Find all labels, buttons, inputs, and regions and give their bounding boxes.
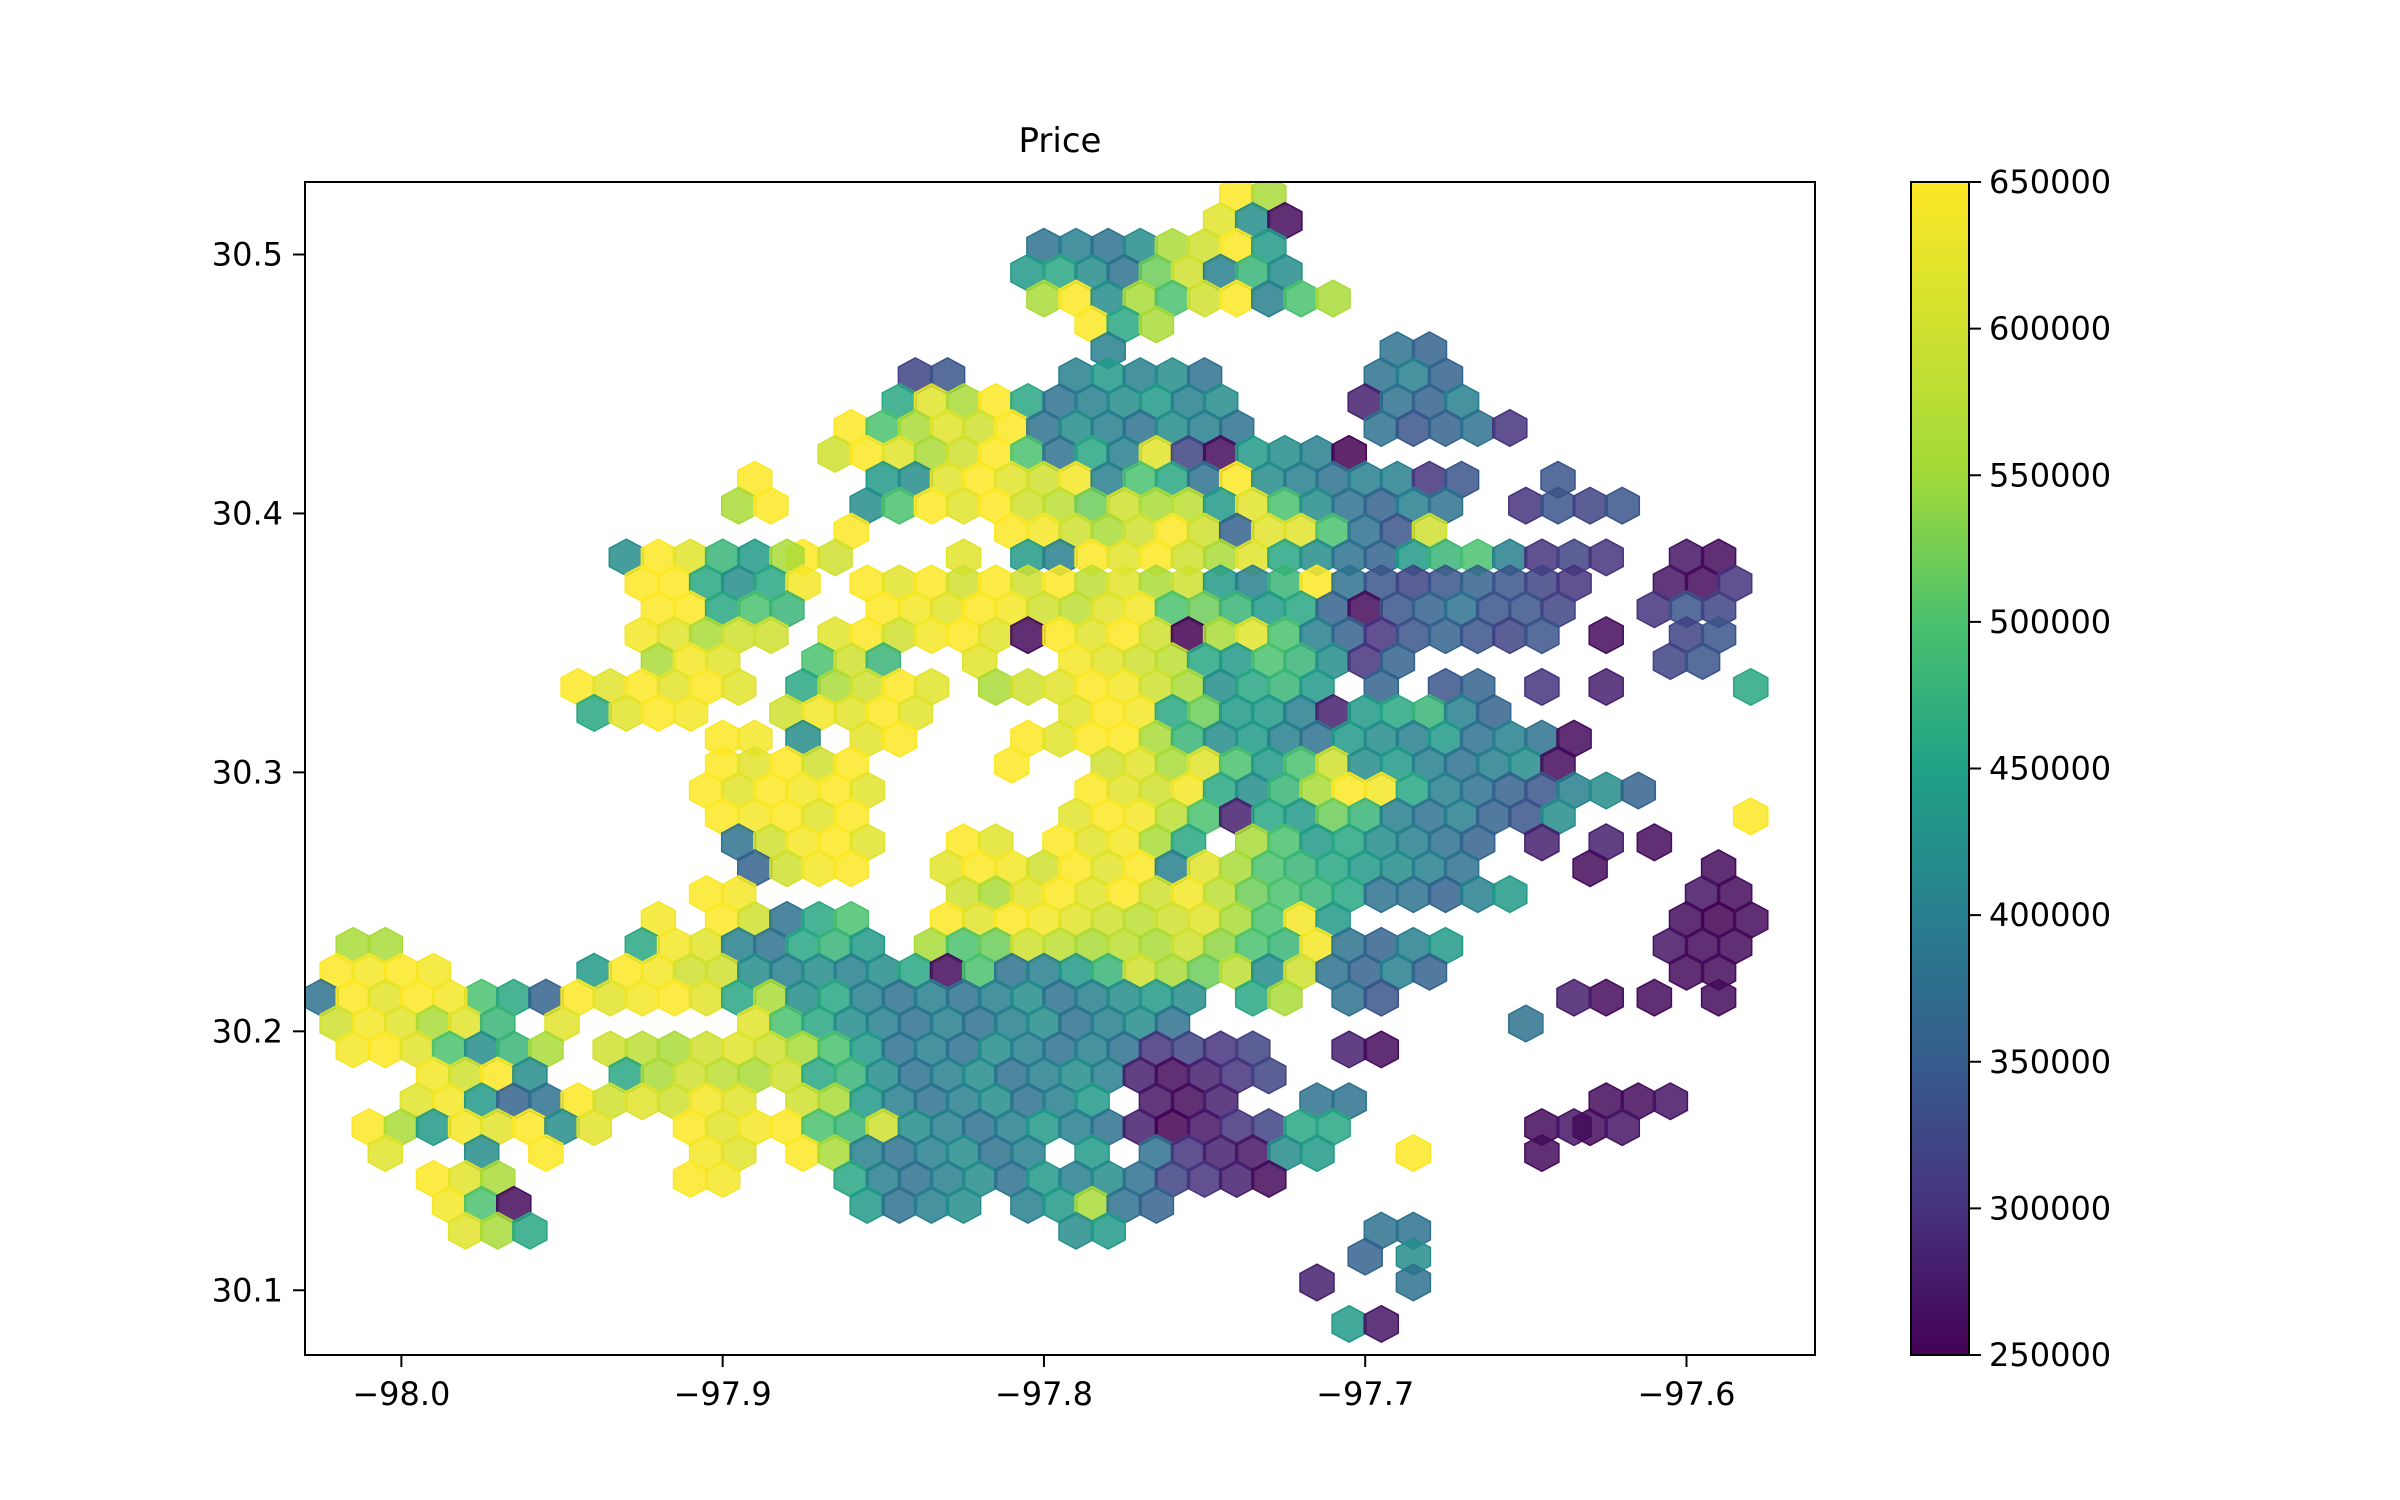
colorbar: [1910, 181, 1970, 1356]
hexbin-cell: [1572, 849, 1608, 888]
hexbin-cell: [1299, 1263, 1335, 1302]
y-tick-label: 30.5: [212, 236, 283, 274]
hexbin-cell: [1395, 1133, 1432, 1173]
hexbin-cell: [367, 1133, 404, 1173]
hexbin-cell: [1524, 667, 1560, 707]
hexbin-cell: [1588, 616, 1624, 655]
x-axis: −98.0 −97.9 −97.8 −97.7 −97.6: [352, 1355, 1736, 1413]
x-tick-label: −97.8: [995, 1375, 1093, 1413]
hexbin-cell: [1395, 1263, 1432, 1302]
hexbin-cell: [1492, 408, 1528, 448]
y-tick-label: 30.3: [212, 753, 283, 791]
colorbar-tick-label: 450000: [1989, 750, 2111, 788]
chart-title: Price: [1019, 121, 1102, 161]
hexbin-cell: [1732, 667, 1769, 707]
hexbin-cell: [1251, 1159, 1287, 1199]
y-axis: 30.1 30.2 30.3 30.4 30.5: [212, 236, 305, 1309]
x-tick-label: −97.9: [674, 1375, 772, 1413]
hexbin-cell: [1572, 486, 1608, 525]
colorbar-tick-label: 550000: [1989, 456, 2111, 494]
hexbin-cell: [1315, 279, 1351, 318]
hexbin-cell: [817, 538, 853, 577]
hexbin-cell: [945, 1185, 982, 1224]
plot-frame: [304, 181, 1816, 1356]
colorbar-tick-label: 350000: [1989, 1043, 2111, 1081]
hexbin-cell: [1588, 978, 1624, 1017]
hexbin-cell: [1588, 771, 1624, 810]
hexbin-cell: [1138, 1185, 1175, 1224]
hexbin-cell: [512, 1211, 548, 1250]
hexbin-cell: [833, 849, 869, 888]
hexbin-cell: [528, 1133, 564, 1173]
colorbar-tick-label: 600000: [1989, 310, 2111, 348]
hexbin-cell: [1540, 486, 1576, 525]
hexbin-cell: [1604, 1108, 1641, 1147]
y-tick-label: 30.4: [212, 494, 283, 532]
colorbar-tick-label: 250000: [1989, 1336, 2111, 1374]
hexbin-cell: [1363, 978, 1400, 1017]
colorbar-tick-label: 400000: [1989, 896, 2111, 934]
hexbin-cell: [1090, 1211, 1126, 1250]
hexbin-cell: [1604, 486, 1641, 525]
x-tick-label: −97.7: [1316, 1375, 1414, 1413]
hexbin-cell: [1363, 1030, 1400, 1069]
hexbin-cell: [1652, 1082, 1689, 1121]
hexbin-cell: [1347, 1237, 1383, 1276]
hexbin-cell: [672, 693, 709, 732]
hexbin-cell: [1620, 771, 1657, 810]
hexbin-cell: [1588, 667, 1624, 707]
hexbin-cell: [576, 1108, 612, 1147]
hexbin-cell: [1411, 952, 1448, 991]
hexbin-cell: [1524, 1133, 1560, 1173]
hexbin-cell: [1010, 667, 1046, 707]
hexbin-cell: [1492, 874, 1528, 914]
hexbin-cell: [1331, 1304, 1367, 1344]
colorbar-tick-label: 300000: [1989, 1189, 2111, 1227]
hexbin-cell: [1524, 616, 1560, 655]
hexbin-cell: [1138, 305, 1175, 344]
hexbin-cell: [1508, 1004, 1544, 1043]
hexbin-cell: [753, 616, 789, 655]
hexbin-cell: [1732, 797, 1769, 836]
hexbin-cell: [753, 486, 789, 525]
hexbin-cell: [1267, 978, 1303, 1017]
x-tick-label: −97.6: [1637, 1375, 1735, 1413]
hexbin-cell: [881, 719, 918, 758]
hexbin-cell: [1363, 1304, 1400, 1344]
colorbar-tick-label: 500000: [1989, 603, 2111, 641]
hexbin-cell: [1508, 486, 1544, 525]
hexbin-cell: [720, 667, 757, 707]
hexbin-cell: [1700, 978, 1737, 1017]
hexbin-cell: [1331, 1030, 1367, 1069]
hexbin-cell: [1636, 823, 1673, 862]
x-tick-label: −98.0: [352, 1375, 450, 1413]
hexbin-cell: [1299, 1133, 1335, 1173]
hexbin-cell: [1684, 641, 1721, 681]
hexbin-cell: [994, 745, 1030, 784]
hexbin-cell: [1636, 978, 1673, 1017]
y-tick-label: 30.1: [212, 1271, 283, 1309]
colorbar-tick-label: 650000: [1989, 163, 2111, 201]
hexbin-cell: [1556, 978, 1592, 1017]
hexbin-cell: [1251, 1056, 1287, 1095]
hexbin-cell: [1588, 538, 1624, 577]
y-tick-label: 30.2: [212, 1012, 283, 1050]
colorbar-axis: 250000 300000 350000 400000 450000 500000 5500…: [1969, 163, 2111, 1374]
hexbin-layer: [305, 182, 1769, 1344]
hexbin-cell: [1524, 823, 1560, 862]
hexbin-cell: [704, 1159, 741, 1199]
